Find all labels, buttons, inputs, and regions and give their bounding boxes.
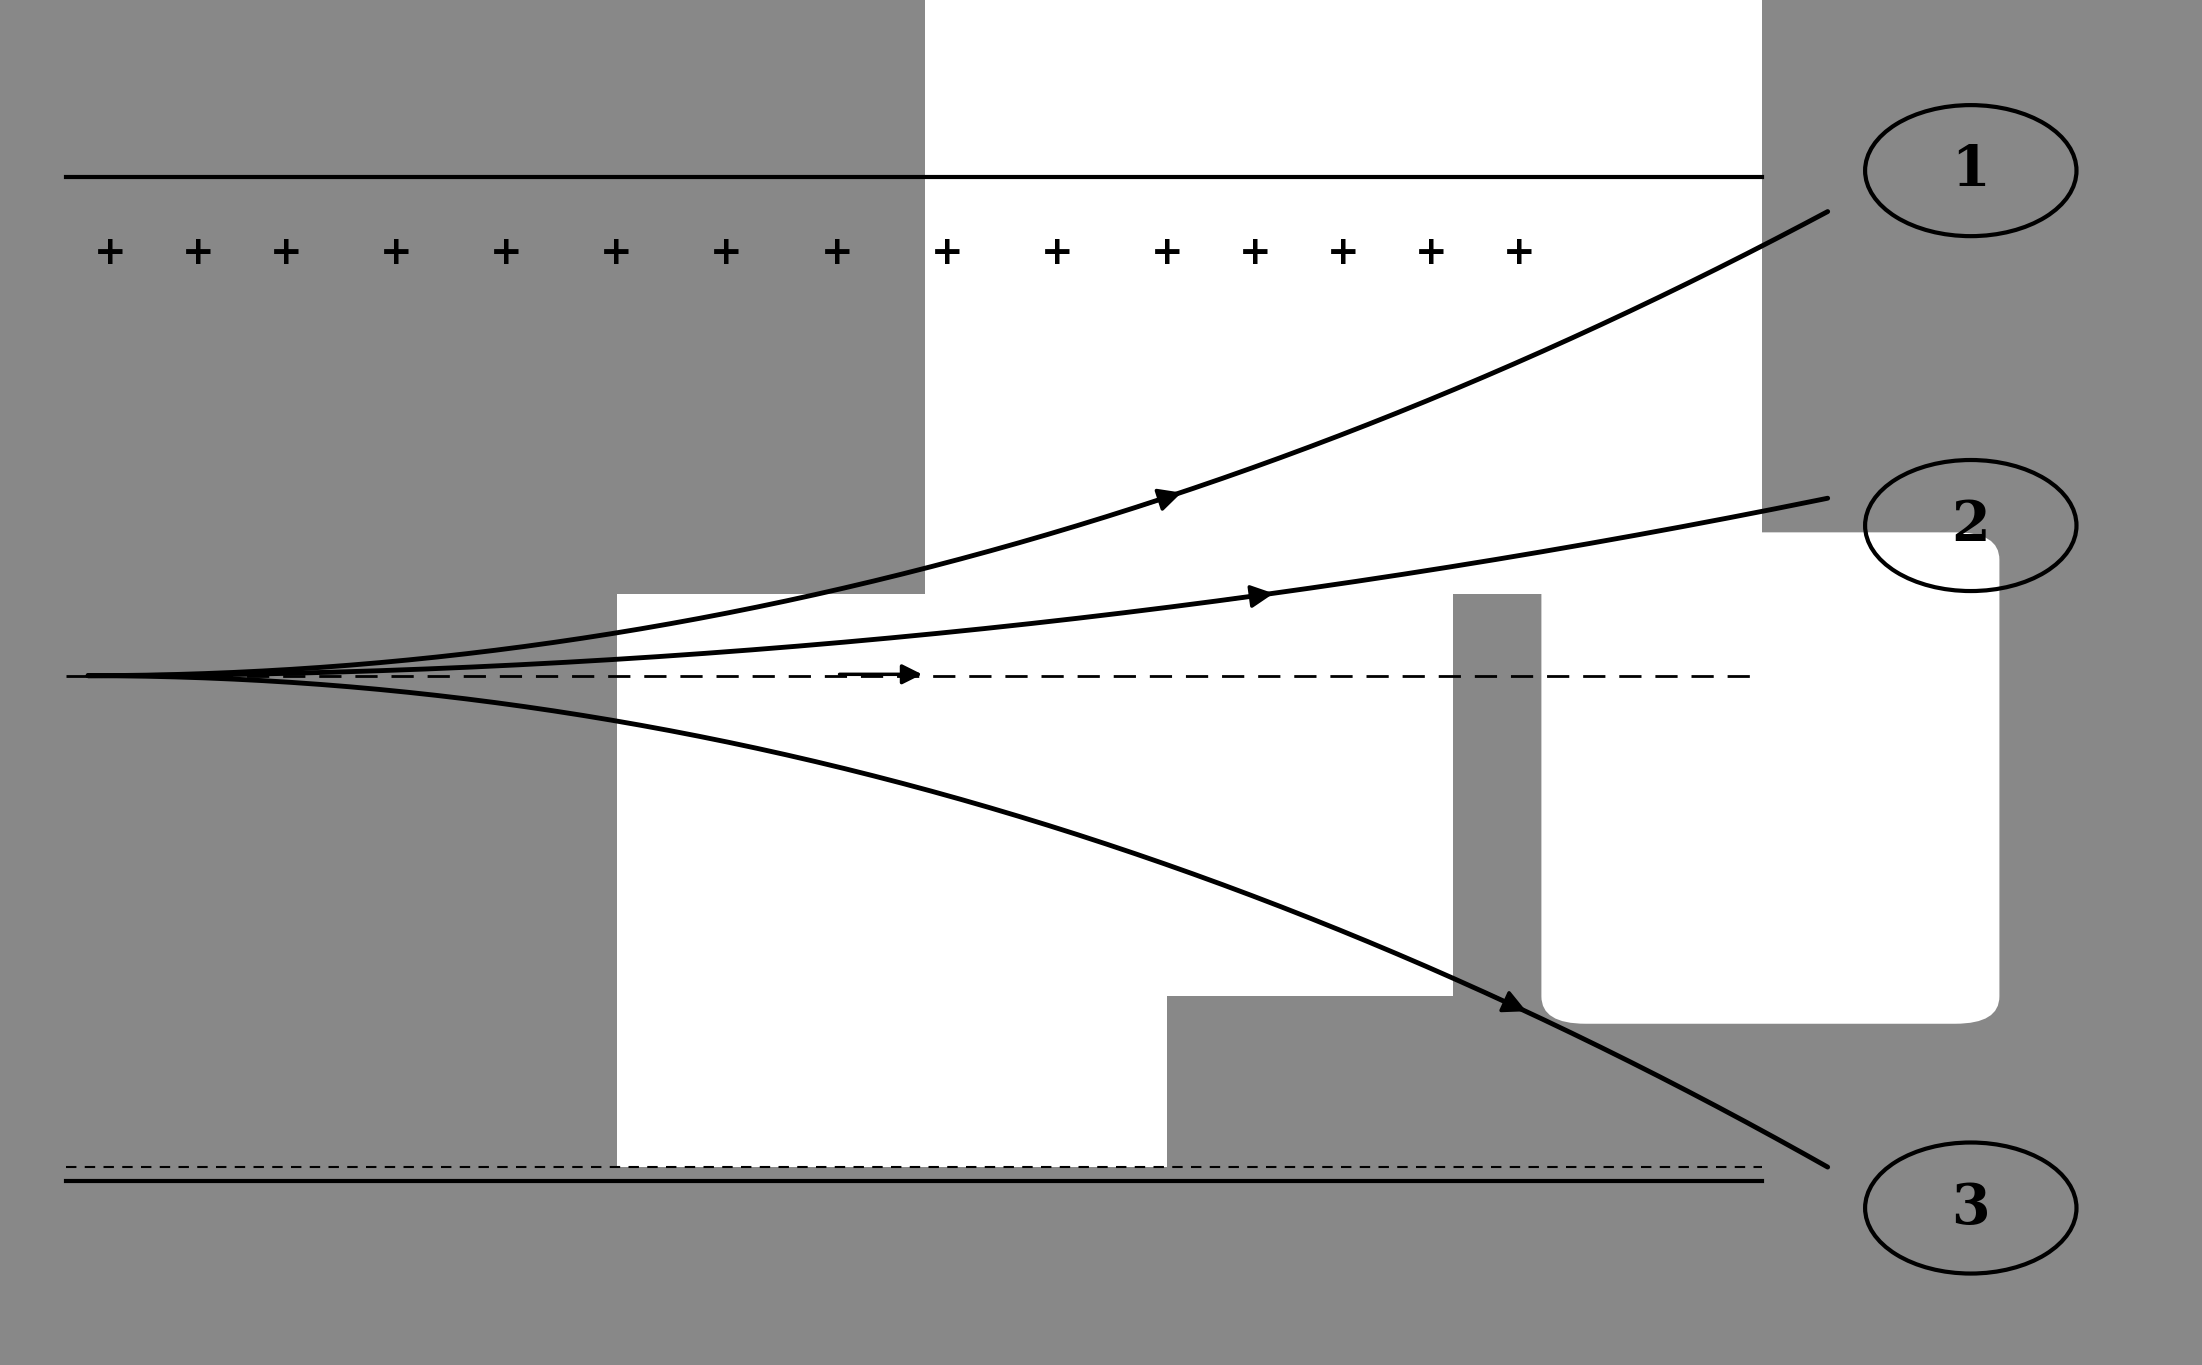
Text: +: + xyxy=(711,233,742,272)
Text: 3: 3 xyxy=(1951,1181,1991,1235)
Text: +: + xyxy=(1504,233,1535,272)
FancyBboxPatch shape xyxy=(1541,532,1999,1024)
Text: +: + xyxy=(1152,233,1182,272)
Text: +: + xyxy=(95,233,126,272)
Bar xyxy=(617,594,1453,996)
Text: +: + xyxy=(931,233,962,272)
Text: +: + xyxy=(1240,233,1271,272)
Bar xyxy=(617,996,1167,1167)
Text: 1: 1 xyxy=(1951,143,1991,198)
Text: +: + xyxy=(271,233,302,272)
Text: +: + xyxy=(381,233,412,272)
Text: +: + xyxy=(183,233,214,272)
Text: 2: 2 xyxy=(1951,498,1991,553)
Text: +: + xyxy=(1328,233,1359,272)
Text: +: + xyxy=(491,233,522,272)
Text: +: + xyxy=(1416,233,1447,272)
Text: +: + xyxy=(1042,233,1072,272)
Text: +: + xyxy=(601,233,632,272)
Text: +: + xyxy=(821,233,852,272)
Bar xyxy=(925,0,1762,594)
